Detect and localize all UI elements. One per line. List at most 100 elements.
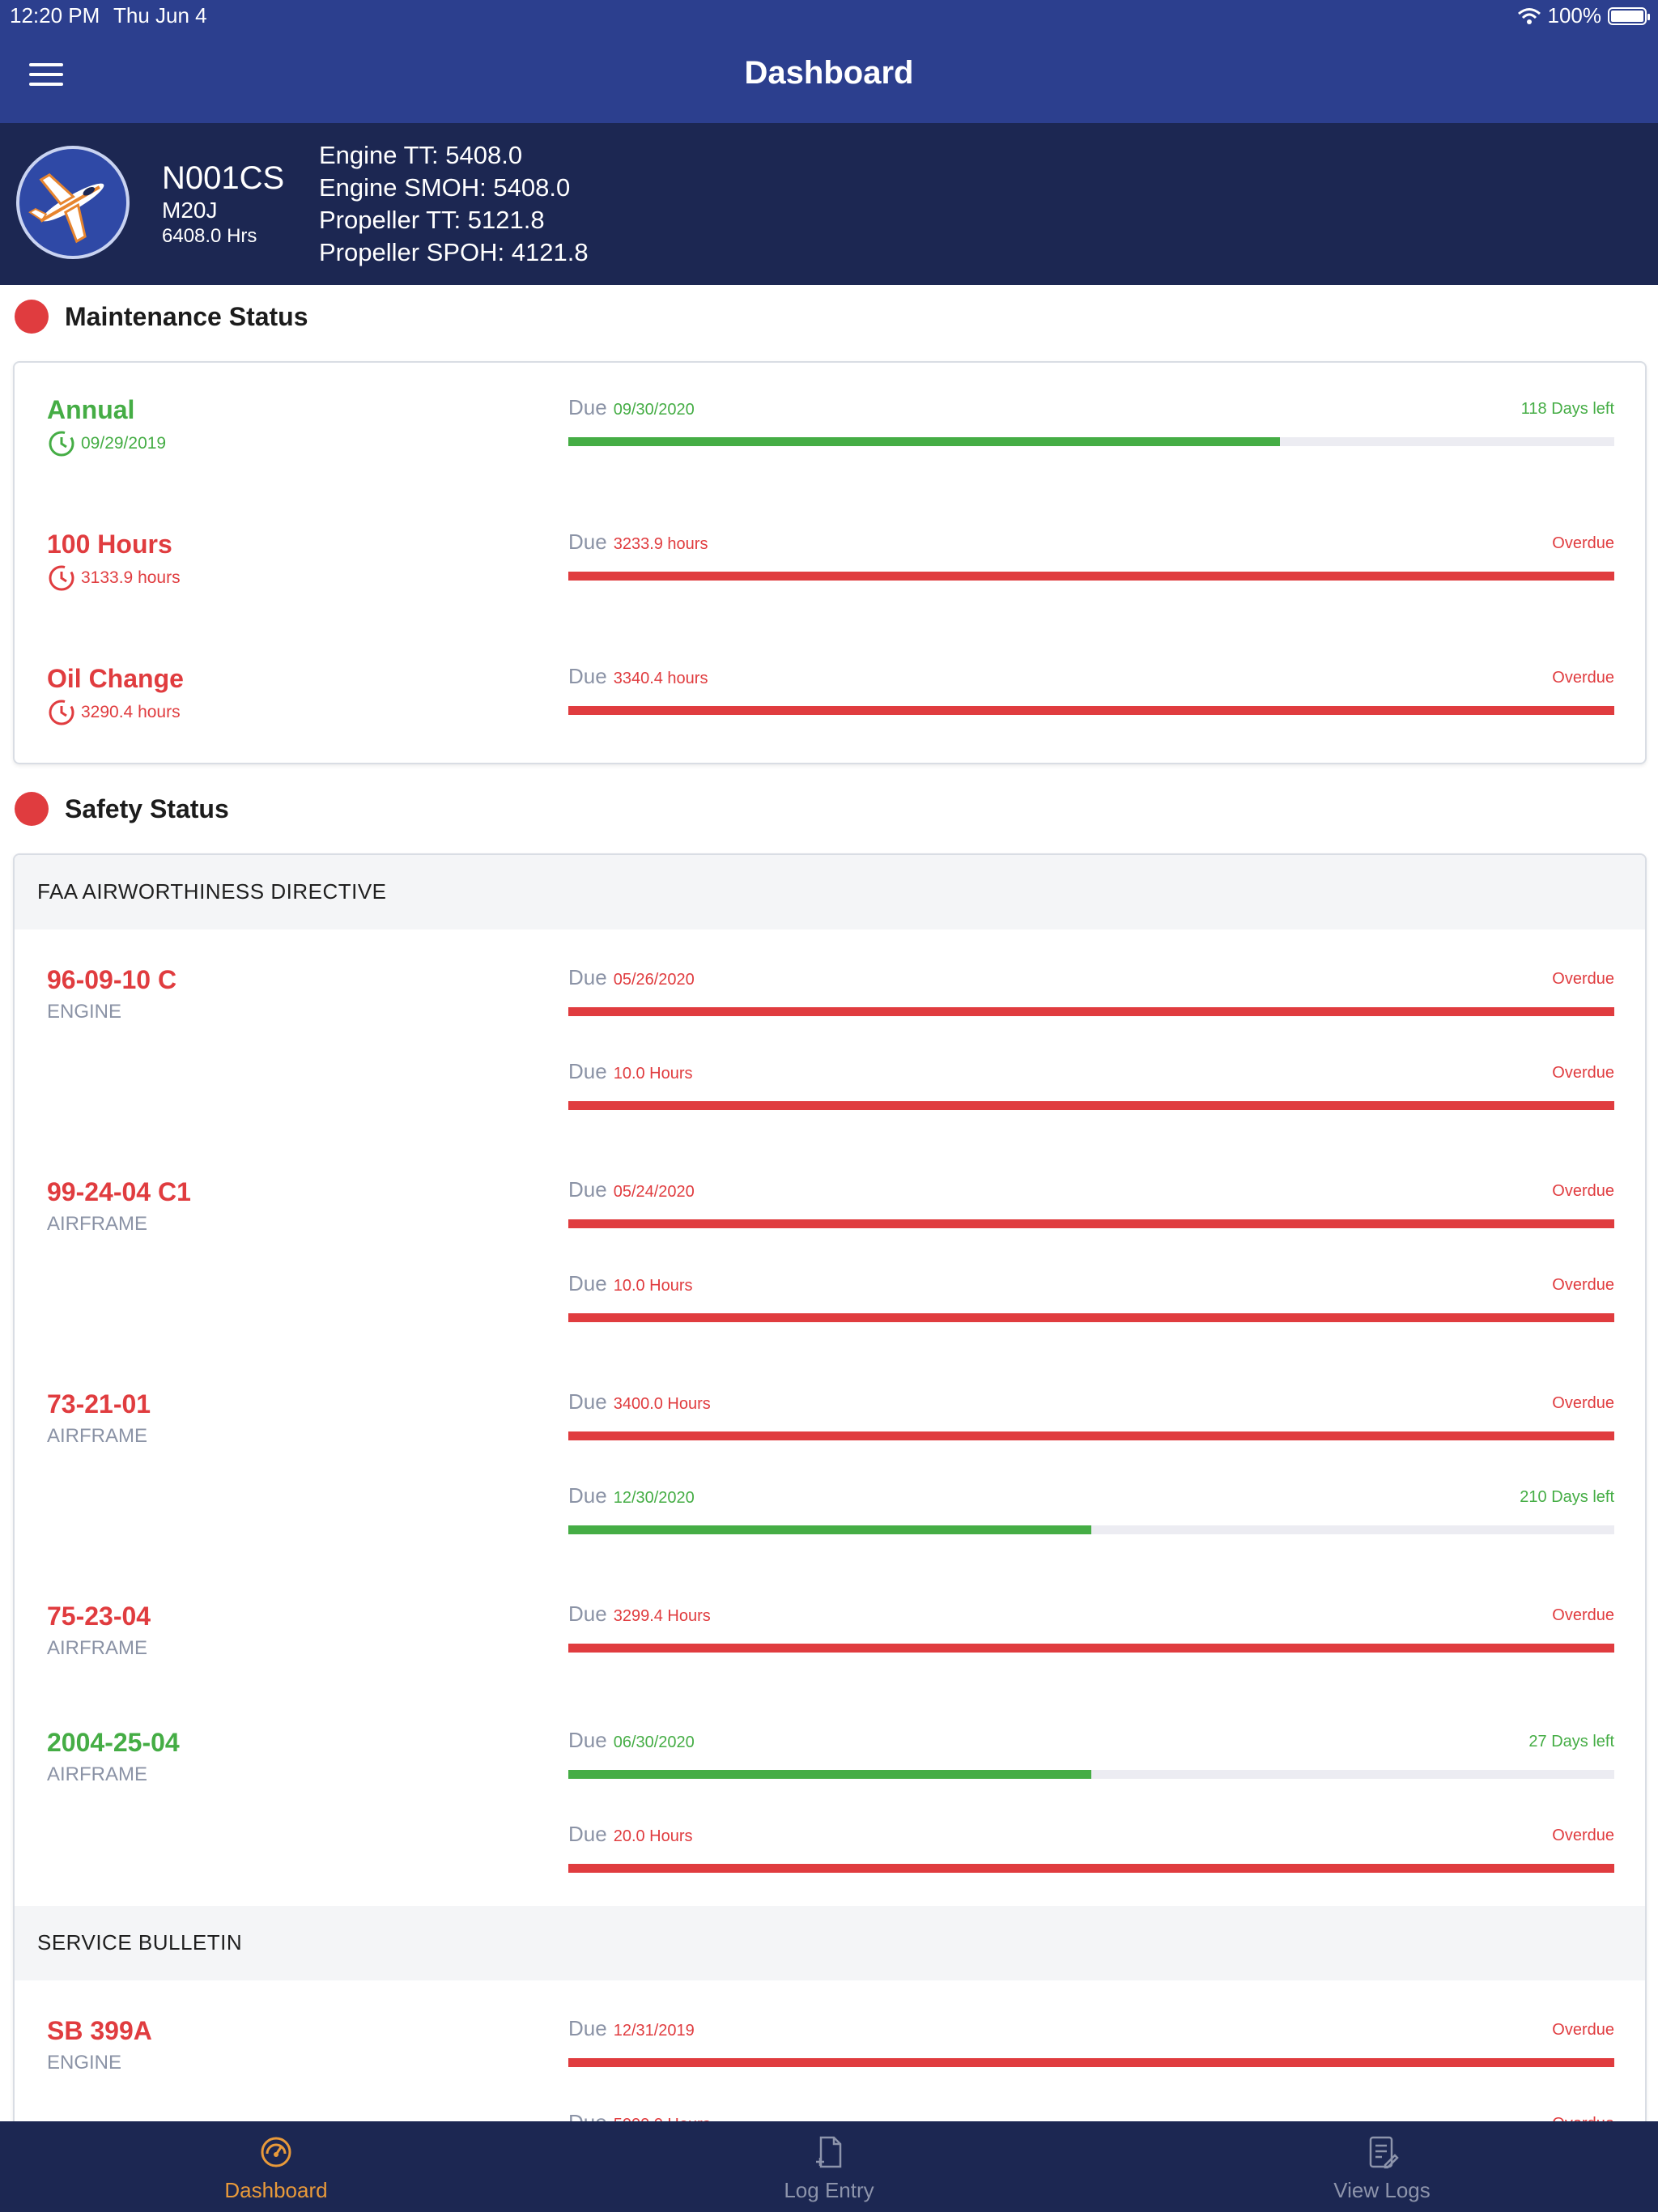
battery-icon [1608, 6, 1650, 25]
page-title: Dashboard [744, 55, 914, 91]
aircraft-model: M20J [162, 198, 218, 223]
progress-bar [568, 706, 1614, 715]
item-last-done: 3133.9 hours [47, 564, 181, 593]
due-label: Due 05/24/2020 [568, 1177, 695, 1202]
status-date: Thu Jun 4 [113, 3, 207, 28]
progress-bar [568, 1770, 1614, 1779]
item-category: ENGINE [47, 2052, 122, 2074]
nav-bar: Dashboard [0, 32, 1658, 123]
progress-bar [568, 2058, 1614, 2067]
status-time: 12:20 PM [10, 3, 100, 28]
clock-icon [49, 431, 74, 457]
due-label: Due 05/26/2020 [568, 965, 695, 989]
due-status: Overdue [1552, 1064, 1614, 1082]
due-status: 27 Days left [1528, 1733, 1614, 1750]
progress-bar [568, 1101, 1614, 1110]
tail-number: N001CS [162, 160, 285, 196]
due-status: Overdue [1552, 1276, 1614, 1294]
item-title: Oil Change [47, 664, 184, 693]
safety-status-title: Safety Status [65, 793, 229, 823]
clock-icon [49, 700, 74, 725]
battery-percent: 100% [1547, 3, 1602, 28]
edit-document-icon [1369, 2136, 1399, 2169]
tab-log-entry[interactable]: Log Entry [553, 2121, 1105, 2212]
due-status: Overdue [1552, 1182, 1614, 1200]
status-dot [15, 792, 49, 826]
item-category: AIRFRAME [47, 1213, 148, 1235]
due-label: Due 12/30/2020 [568, 1483, 695, 1508]
item-title: 96-09-10 C [47, 965, 177, 994]
tab-label: Dashboard [224, 2178, 328, 2202]
maintenance-status-header: Maintenance Status [15, 300, 308, 334]
item-title: 100 Hours [47, 530, 172, 559]
aircraft-hours: 6408.0 Hrs [162, 225, 257, 247]
safety-card: FAA AIRWORTHINESS DIRECTIVE 96-09-10 C E… [13, 853, 1647, 2149]
item-title: Annual [47, 395, 135, 424]
progress-bar [568, 1431, 1614, 1440]
due-status: Overdue [1552, 1827, 1614, 1844]
due-status: 118 Days left [1520, 400, 1614, 418]
stat-propeller-tt: Propeller TT: 5121.8 [319, 206, 545, 234]
item-category: AIRFRAME [47, 1763, 148, 1785]
due-status: Overdue [1552, 669, 1614, 687]
group-header-faa-ad: FAA AIRWORTHINESS DIRECTIVE [15, 855, 1645, 929]
item-last-done: 3290.4 hours [47, 698, 181, 727]
due-label: Due 10.0 Hours [568, 1059, 693, 1083]
due-status: Overdue [1552, 2021, 1614, 2039]
tab-label: View Logs [1333, 2178, 1431, 2202]
due-label: Due 3233.9 hours [568, 530, 708, 554]
maintenance-status-title: Maintenance Status [65, 301, 308, 331]
item-category: AIRFRAME [47, 1637, 148, 1659]
due-status: Overdue [1552, 1606, 1614, 1624]
maintenance-card: Annual 09/29/2019 Due 09/30/2020 118 Days… [13, 361, 1647, 764]
stat-engine-tt: Engine TT: 5408.0 [319, 141, 523, 169]
item-title: SB 399A [47, 2016, 152, 2045]
status-dot [15, 300, 49, 334]
due-label: Due 3400.0 Hours [568, 1389, 711, 1414]
due-status: Overdue [1552, 1394, 1614, 1412]
stat-engine-smoh: Engine SMOH: 5408.0 [319, 173, 571, 202]
stat-propeller-spoh: Propeller SPOH: 4121.8 [319, 238, 589, 266]
item-title: 73-21-01 [47, 1389, 151, 1419]
item-category: AIRFRAME [47, 1425, 148, 1447]
progress-bar [568, 1313, 1614, 1322]
wifi-icon [1517, 7, 1541, 24]
progress-bar [568, 572, 1614, 581]
due-label: Due 06/30/2020 [568, 1728, 695, 1752]
item-category: ENGINE [47, 1001, 122, 1023]
item-title: 2004-25-04 [47, 1728, 180, 1757]
item-title: 75-23-04 [47, 1602, 151, 1631]
due-label: Due 12/31/2019 [568, 2016, 695, 2040]
due-status: Overdue [1552, 970, 1614, 988]
progress-bar [568, 1007, 1614, 1016]
progress-bar [568, 1864, 1614, 1873]
progress-bar [568, 1644, 1614, 1653]
airplane-avatar-icon [16, 146, 130, 259]
due-label: Due 09/30/2020 [568, 395, 695, 419]
tab-label: Log Entry [784, 2178, 874, 2202]
tab-bar: Dashboard Log Entry View Logs [0, 2121, 1658, 2212]
menu-icon[interactable] [29, 63, 63, 87]
due-label: Due 3340.4 hours [568, 664, 708, 688]
due-label: Due 20.0 Hours [568, 1822, 693, 1846]
progress-bar [568, 1525, 1614, 1534]
engine-stats: Engine TT: 5408.0 Engine SMOH: 5408.0 Pr… [319, 139, 589, 269]
add-document-icon [816, 2136, 842, 2168]
clock-icon [49, 565, 74, 591]
tab-view-logs[interactable]: View Logs [1106, 2121, 1658, 2212]
progress-bar [568, 1219, 1614, 1228]
item-title: 99-24-04 C1 [47, 1177, 191, 1206]
due-status: 210 Days left [1520, 1488, 1614, 1506]
due-status: Overdue [1552, 534, 1614, 552]
item-last-done: 09/29/2019 [47, 429, 166, 458]
due-label: Due 10.0 Hours [568, 1271, 693, 1295]
status-right: 100% [1517, 3, 1650, 28]
group-header-service-bulletin: SERVICE BULLETIN [15, 1906, 1645, 1980]
tab-dashboard[interactable]: Dashboard [0, 2121, 552, 2212]
status-bar: 12:20 PM Thu Jun 4 100% [0, 0, 1658, 32]
safety-status-header: Safety Status [15, 792, 229, 826]
aircraft-header: N001CS M20J 6408.0 Hrs Engine TT: 5408.0… [0, 123, 1658, 285]
due-label: Due 3299.4 Hours [568, 1602, 711, 1626]
progress-bar [568, 437, 1614, 446]
speedometer-icon [261, 2137, 291, 2167]
